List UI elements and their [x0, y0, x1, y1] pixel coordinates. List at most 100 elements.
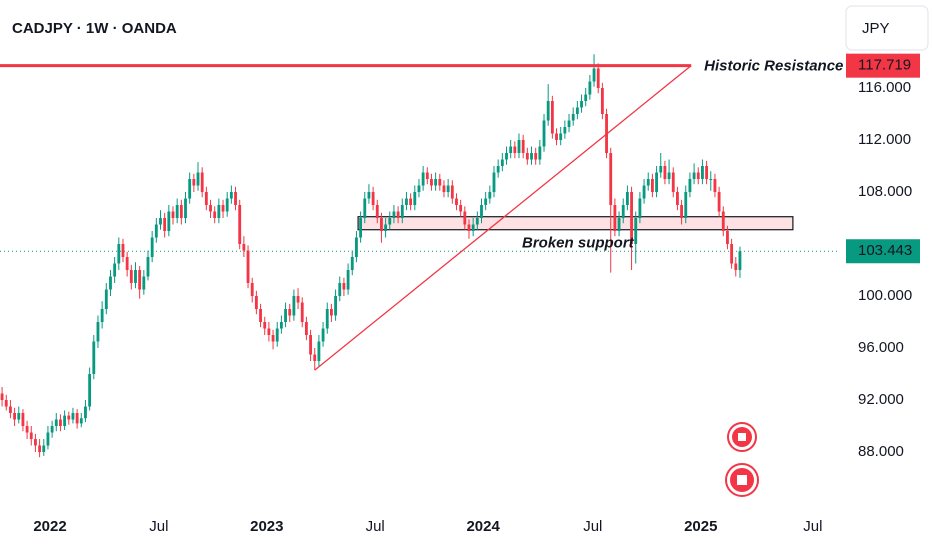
candle-body [192, 179, 196, 186]
candle-body [442, 185, 446, 193]
candle-body [179, 205, 183, 219]
candle-body [530, 153, 533, 160]
candle-body [300, 302, 304, 323]
candle-body [359, 218, 363, 238]
candle-body [396, 211, 400, 219]
candle-body [380, 218, 383, 232]
candle-body [534, 153, 538, 160]
candle-body [54, 419, 58, 427]
candle-body [546, 101, 550, 121]
candle-body [696, 172, 700, 180]
x-tick-label: Jul [583, 518, 602, 535]
candle-body [213, 211, 217, 219]
y-tick-label: 88.000 [858, 443, 904, 460]
candle-body [400, 205, 404, 219]
y-tick-label: 116.000 [858, 79, 911, 96]
candle-body [92, 341, 96, 375]
candle-body [17, 413, 21, 420]
candle-body [713, 179, 717, 193]
candle-body [388, 218, 392, 225]
y-tick-label: 96.000 [858, 339, 904, 356]
candle-body [471, 224, 475, 232]
candle-body [167, 211, 171, 232]
candle-body [188, 179, 192, 199]
candle-body [321, 328, 325, 342]
candle-body [334, 296, 338, 316]
candle-body [304, 322, 308, 336]
candle-body [154, 224, 158, 238]
candle-body [50, 426, 54, 433]
candle-body [525, 153, 529, 160]
candle-body [730, 244, 734, 264]
candle-body [88, 374, 92, 407]
candle-body [705, 166, 709, 180]
x-tick-label: Jul [366, 518, 385, 535]
trendline [314, 65, 692, 371]
y-tick-label: 112.000 [858, 131, 911, 148]
candle-body [438, 179, 442, 186]
candle-body [250, 283, 254, 297]
candle-body [125, 257, 129, 271]
candle-body [34, 439, 37, 446]
candle-body [692, 172, 696, 180]
candle-body [146, 257, 150, 277]
resistance-price-label: 117.719 [858, 57, 911, 74]
candle-body [309, 335, 312, 355]
candle-body [659, 166, 663, 173]
candle-body [138, 270, 142, 290]
candle-body [505, 153, 508, 160]
candle-body [46, 432, 50, 446]
last-price-box [846, 239, 920, 264]
currency-button[interactable] [845, 5, 929, 51]
candle-body [630, 192, 633, 245]
candle-body [363, 198, 367, 219]
candle-body [13, 413, 17, 420]
candle-body [159, 218, 162, 225]
candle-body [246, 250, 250, 284]
candle-body [513, 146, 517, 154]
candle-body [417, 185, 421, 193]
candle-body [225, 198, 229, 212]
candle-body [209, 205, 212, 212]
candle-body [709, 179, 713, 181]
candle-body [121, 244, 125, 258]
event-icon[interactable] [725, 422, 759, 497]
x-tick-label: Jul [149, 518, 168, 535]
candle-body [150, 237, 154, 258]
candle-body [717, 192, 721, 212]
candle-body [238, 205, 242, 245]
candle-body [617, 218, 621, 232]
candle-body [171, 211, 175, 219]
x-tick-label: 2022 [33, 518, 66, 535]
candle-body [405, 198, 408, 206]
candle-body [109, 276, 112, 290]
candle-body [271, 335, 275, 342]
candle-body [296, 296, 300, 303]
candle-body [242, 244, 246, 251]
candle-body [580, 101, 583, 108]
candle-body [317, 341, 321, 362]
candle-body [175, 205, 179, 219]
candle-body [342, 283, 346, 290]
candle-body [655, 172, 658, 193]
candle-body [521, 140, 525, 154]
candle-body [204, 192, 208, 206]
candle-body [384, 224, 388, 232]
candle-body [134, 270, 137, 284]
candle-body [550, 101, 554, 134]
candle-body [726, 231, 729, 245]
candle-body [367, 192, 371, 199]
candle-body [38, 445, 42, 453]
candle-body [234, 192, 237, 206]
y-tick-label: 100.000 [858, 287, 912, 304]
candle-body [542, 120, 546, 147]
candle-body [100, 309, 104, 323]
candle-body [584, 94, 588, 102]
candle-body [4, 400, 8, 407]
support-zone [357, 216, 794, 231]
candle-body [609, 153, 613, 206]
currency-label[interactable]: JPY [862, 20, 890, 37]
last-price-label: 103.443 [858, 242, 912, 259]
candle-body [263, 322, 267, 329]
